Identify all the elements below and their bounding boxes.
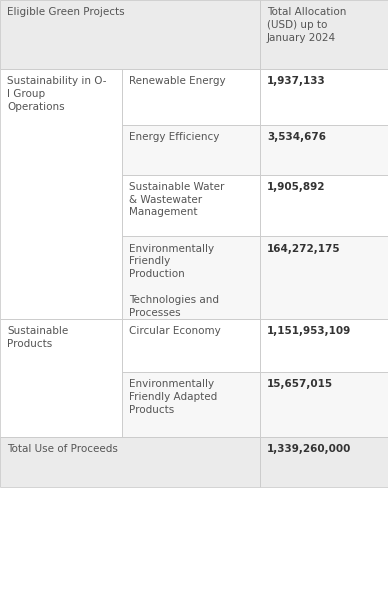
Bar (260, 319, 388, 372)
Bar (260, 125, 388, 175)
Text: Sustainable Water
& Wastewater
Management: Sustainable Water & Wastewater Managemen… (129, 182, 225, 217)
Bar (0, 319, 122, 437)
Text: Sustainable
Products: Sustainable Products (7, 326, 68, 349)
Text: 1,151,953,109: 1,151,953,109 (267, 326, 351, 337)
Bar (122, 236, 260, 319)
Bar (0, 69, 122, 319)
Bar (122, 372, 260, 437)
Text: Energy Efficiency: Energy Efficiency (129, 132, 220, 142)
Bar (0, 0, 260, 69)
Bar (260, 372, 388, 437)
Bar (260, 175, 388, 236)
Text: 164,272,175: 164,272,175 (267, 244, 341, 254)
Text: Renewable Energy: Renewable Energy (129, 76, 226, 86)
Text: Total Allocation
(USD) up to
January 2024: Total Allocation (USD) up to January 202… (267, 7, 346, 43)
Bar (122, 175, 260, 236)
Bar (122, 125, 260, 175)
Text: 1,937,133: 1,937,133 (267, 76, 326, 86)
Text: 1,339,260,000: 1,339,260,000 (267, 444, 351, 454)
Bar (122, 69, 260, 125)
Text: Environmentally
Friendly Adapted
Products: Environmentally Friendly Adapted Product… (129, 379, 217, 415)
Text: 3,534,676: 3,534,676 (267, 132, 326, 142)
Text: Environmentally
Friendly
Production

Technologies and
Processes: Environmentally Friendly Production Tech… (129, 244, 219, 317)
Text: Total Use of Proceeds: Total Use of Proceeds (7, 444, 118, 454)
Text: Eligible Green Projects: Eligible Green Projects (7, 7, 125, 17)
Text: Sustainability in O-
I Group
Operations: Sustainability in O- I Group Operations (7, 76, 106, 112)
Bar (0, 437, 260, 487)
Bar (260, 437, 388, 487)
Bar (260, 69, 388, 125)
Bar (122, 319, 260, 372)
Text: 1,905,892: 1,905,892 (267, 182, 326, 192)
Text: Circular Economy: Circular Economy (129, 326, 221, 337)
Bar (260, 0, 388, 69)
Text: 15,657,015: 15,657,015 (267, 379, 333, 389)
Bar (260, 236, 388, 319)
Bar (0, 487, 388, 600)
